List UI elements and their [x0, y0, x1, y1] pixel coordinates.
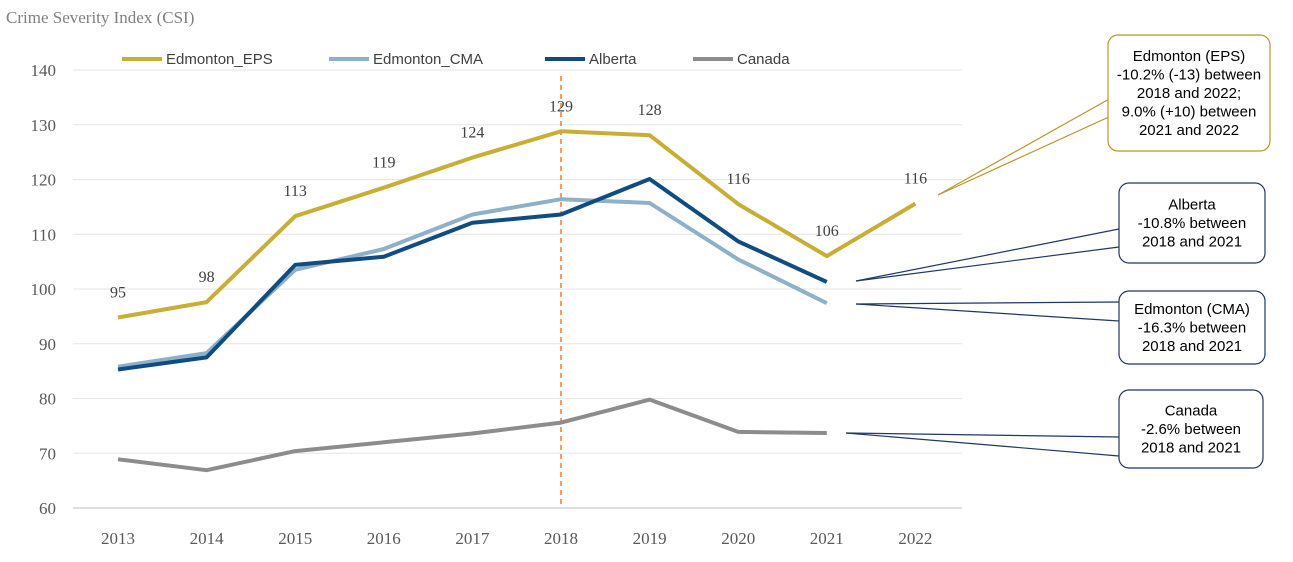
callout-text-edmonton-eps-4: 2021 and 2022	[1139, 122, 1239, 139]
y-tick-label-120: 120	[31, 171, 57, 190]
data-labels: 95 98 113 119 124 129 128 116 106 116	[110, 98, 927, 301]
callout-box-edmonton-cma	[1118, 290, 1266, 365]
legend-label-edmonton-cma: Edmonton_CMA	[373, 51, 483, 68]
data-label-edmonton-eps-2015: 113	[283, 183, 306, 200]
callout-text-edmonton-cma-2: 2018 and 2021	[1142, 338, 1242, 355]
data-label-edmonton-eps-2021: 106	[815, 223, 839, 240]
x-tick-label-2014: 2014	[190, 529, 225, 548]
data-label-edmonton-eps-2016: 119	[372, 155, 395, 172]
series-line-canada	[117, 397, 827, 473]
x-tick-label-2019: 2019	[633, 529, 667, 548]
callout-text-alberta-0: Alberta	[1168, 196, 1216, 213]
callout-leader-lower-edmonton-cma	[855, 303, 1120, 322]
callout-text-alberta-1: -10.8% between	[1138, 215, 1246, 232]
callout-leader-upper-edmonton-cma	[855, 301, 1120, 305]
series-lines	[117, 129, 917, 473]
axes: 60 70 80 90 100 110 120 130 140 2013 2014 2015 2016 2…	[31, 61, 933, 548]
data-label-edmonton-eps-2020: 116	[726, 171, 749, 188]
data-label-edmonton-eps-2014: 98	[199, 269, 215, 286]
callout-leader-upper-alberta	[855, 228, 1120, 282]
data-label-edmonton-eps-2022: 116	[904, 171, 927, 188]
y-tick-label-140: 140	[31, 61, 57, 80]
callout-leader-lower-canada	[845, 432, 1120, 457]
x-tick-label-2016: 2016	[367, 529, 401, 548]
x-tick-label-2021: 2021	[810, 529, 844, 548]
chart-title: Crime Severity Index (CSI)	[6, 8, 194, 27]
callout-text-canada-1: -2.6% between	[1141, 421, 1241, 438]
callout-edmonton-eps: Edmonton (EPS)-10.2% (-13) between 2018 a…	[937, 34, 1271, 196]
callout-text-edmonton-eps-3: 9.0% (+10) between	[1122, 103, 1257, 120]
x-tick-label-2013: 2013	[101, 529, 135, 548]
y-tick-label-100: 100	[31, 280, 57, 299]
y-tick-label-110: 110	[31, 225, 56, 244]
data-label-edmonton-eps-2019: 128	[638, 102, 662, 119]
callout-box-edmonton-eps	[1107, 34, 1271, 152]
y-tick-label-90: 90	[39, 335, 56, 354]
callout-edmonton-cma: Edmonton (CMA)-16.3% between 2018 and 202…	[855, 290, 1266, 365]
x-tick-label-2015: 2015	[278, 529, 312, 548]
y-tick-label-60: 60	[39, 499, 56, 518]
callout-text-edmonton-eps-1: -10.2% (-13) between	[1117, 66, 1261, 83]
grid-lines	[73, 69, 962, 509]
callout-leader-lower-edmonton-eps	[937, 115, 1112, 196]
legend: Edmonton_EPS Edmonton_CMA Alberta Canada	[122, 51, 790, 68]
callouts: Edmonton (EPS)-10.2% (-13) between 2018 a…	[845, 34, 1271, 469]
legend-label-alberta: Alberta	[589, 51, 637, 68]
series-line-edmonton-eps	[117, 129, 917, 320]
callout-text-canada-0: Canada	[1165, 402, 1218, 419]
callout-text-edmonton-cma-1: -16.3% between	[1138, 319, 1246, 336]
callout-box-canada	[1118, 389, 1264, 469]
x-tick-label-2018: 2018	[544, 529, 578, 548]
y-tick-label-70: 70	[39, 444, 56, 463]
y-tick-label-130: 130	[31, 116, 57, 135]
callout-text-canada-2: 2018 and 2021	[1141, 439, 1241, 456]
callout-text-edmonton-cma-0: Edmonton (CMA)	[1134, 301, 1250, 318]
callout-leader-lower-alberta	[855, 246, 1120, 282]
callout-text-alberta-2: 2018 and 2021	[1142, 233, 1242, 250]
x-tick-label-2017: 2017	[455, 529, 490, 548]
callout-box-alberta	[1118, 182, 1266, 264]
y-tick-label-80: 80	[39, 390, 56, 409]
legend-label-edmonton-eps: Edmonton_EPS	[166, 51, 273, 68]
data-label-edmonton-eps-2017: 124	[460, 125, 484, 142]
callout-text-edmonton-eps-0: Edmonton (EPS)	[1133, 48, 1246, 65]
series-line-alberta	[117, 177, 828, 372]
callout-leader-upper-canada	[845, 432, 1120, 438]
x-tick-label-2022: 2022	[898, 529, 932, 548]
callout-leader-upper-edmonton-eps	[937, 97, 1112, 196]
callout-text-edmonton-eps-2: 2018 and 2022;	[1137, 85, 1241, 102]
data-label-edmonton-eps-2018: 129	[549, 98, 573, 115]
legend-label-canada: Canada	[737, 51, 790, 68]
x-tick-label-2020: 2020	[721, 529, 755, 548]
data-label-edmonton-eps-2013: 95	[110, 284, 126, 301]
